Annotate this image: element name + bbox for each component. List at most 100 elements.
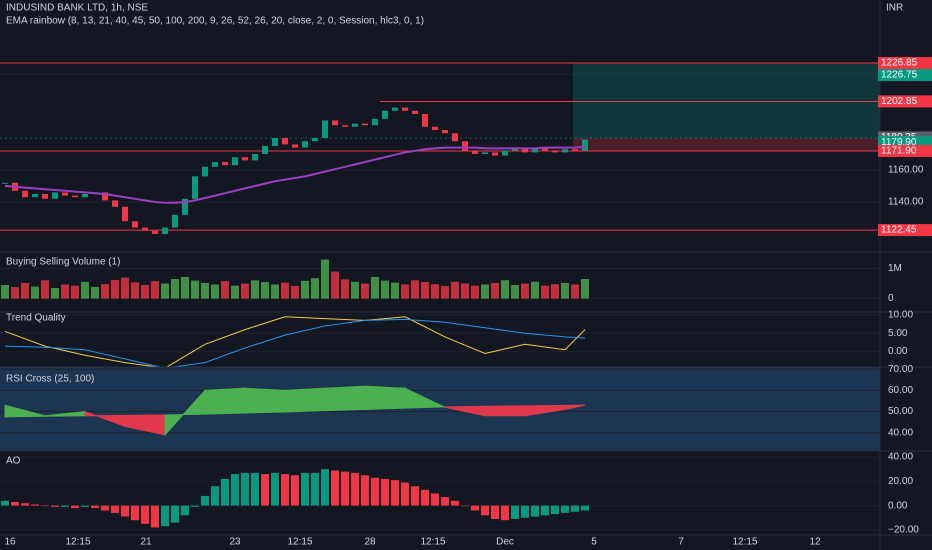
candle: [302, 141, 308, 148]
ao-bar: [531, 505, 539, 517]
volume-bar: [141, 285, 149, 299]
y-tick-label: 20.00: [888, 476, 913, 487]
x-tick-label: 12:15: [65, 537, 90, 548]
ao-bar: [41, 505, 49, 507]
ao-bar: [391, 480, 399, 506]
volume-bar: [181, 276, 189, 299]
volume-bar: [531, 281, 539, 299]
candle: [482, 152, 488, 154]
candle: [442, 130, 448, 134]
ao-bar: [461, 505, 469, 507]
candle: [232, 157, 238, 166]
ao-bar: [491, 505, 499, 519]
rsi-fill: [244, 387, 286, 414]
stop-zone: [573, 138, 880, 151]
volume-bar: [541, 285, 549, 299]
volume-bar: [331, 271, 339, 299]
candle: [352, 123, 358, 127]
price-tag: [878, 57, 932, 70]
candle: [272, 138, 278, 146]
ao-bar: [301, 472, 309, 506]
volume-bar: [31, 286, 39, 299]
volume-bar: [521, 283, 529, 299]
ao-bar: [421, 489, 429, 506]
y-tick-label: 1160.00: [888, 165, 924, 176]
volume-bar: [81, 281, 89, 299]
candle: [342, 125, 348, 127]
volume-bar: [551, 284, 559, 299]
volume-bar: [91, 286, 99, 299]
ao-bar: [471, 505, 479, 511]
volume-bar: [291, 285, 299, 299]
candle: [72, 195, 78, 198]
ao-bar: [501, 505, 509, 521]
volume-bar: [21, 282, 29, 299]
volume-bar: [251, 280, 259, 299]
volume-bar: [161, 283, 169, 299]
volume-bar: [101, 284, 109, 299]
candle: [192, 176, 198, 199]
ao-bar: [521, 505, 529, 518]
x-tick-label: 12:15: [732, 537, 757, 548]
candle: [492, 152, 498, 156]
ao-bar: [61, 505, 69, 507]
ao-bar: [281, 474, 289, 506]
candle: [392, 107, 398, 111]
candle: [572, 149, 578, 151]
candle: [412, 110, 418, 114]
volume-bar: [461, 283, 469, 299]
ao-bar: [551, 505, 559, 515]
ao-bar: [341, 471, 349, 506]
candle: [242, 157, 248, 161]
volume-bar: [231, 285, 239, 299]
ao-bar: [231, 474, 239, 506]
ao-bar: [311, 472, 319, 506]
candle: [452, 133, 458, 142]
volume-bar: [271, 284, 279, 299]
pane-title: Trend Quality: [6, 313, 66, 324]
candle: [182, 198, 188, 215]
candle: [62, 192, 68, 196]
y-tick-label: 40.00: [888, 427, 913, 438]
volume-bar: [371, 276, 379, 299]
candle: [562, 149, 568, 153]
price-tag-label: 1171.90: [881, 146, 917, 157]
volume-bar: [221, 281, 229, 299]
ao-bar: [401, 482, 409, 506]
ao-bar: [181, 505, 189, 516]
ao-bar: [511, 505, 519, 519]
pane-title: Buying Selling Volume (1): [6, 257, 121, 268]
candle: [462, 141, 468, 151]
volume-bar: [411, 280, 419, 299]
ao-bar: [351, 472, 359, 506]
candle: [2, 182, 8, 184]
ao-bar: [361, 475, 369, 506]
y-tick-label: 70.00: [888, 364, 913, 375]
volume-bar: [441, 285, 449, 299]
y-tick-label: −20.00: [888, 525, 919, 536]
ao-bar: [101, 505, 109, 511]
rsi-fill: [564, 404, 586, 411]
candle: [382, 110, 388, 119]
ao-bar: [91, 505, 99, 509]
volume-bar: [241, 283, 249, 299]
rsi-fill: [324, 385, 366, 412]
ao-bar: [411, 486, 419, 506]
volume-bar: [421, 282, 429, 299]
y-tick-label: 50.00: [888, 406, 913, 417]
candle: [32, 194, 38, 198]
volume-bar: [11, 287, 19, 299]
price-tag: [878, 95, 932, 108]
ao-bar: [481, 505, 489, 516]
volume-bar: [121, 277, 129, 299]
candle: [532, 147, 538, 153]
price-tag-label: 1226.75: [881, 70, 918, 81]
price-tag-label: 1122.45: [881, 225, 917, 236]
volume-bar: [61, 284, 69, 299]
ao-bar: [81, 505, 89, 507]
x-tick-label: 12:15: [420, 537, 445, 548]
ao-bar: [201, 495, 209, 506]
volume-bar: [381, 280, 389, 299]
ao-bar: [441, 497, 449, 506]
